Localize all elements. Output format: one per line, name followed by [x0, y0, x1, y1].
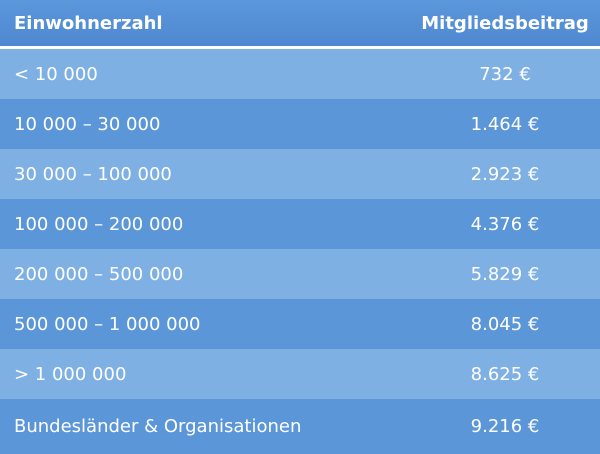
population-cell: 10 000 – 30 000	[14, 113, 161, 135]
fee-cell: 8.045 €	[470, 313, 540, 335]
population-cell: > 1 000 000	[14, 363, 127, 385]
fee-cell: 732 €	[479, 63, 531, 85]
header-divider	[0, 46, 600, 49]
header-membership-fee: Mitgliedsbeitrag	[421, 12, 589, 34]
population-cell: 200 000 – 500 000	[14, 263, 184, 285]
table-row: 100 000 – 200 000 4.376 €	[0, 199, 600, 249]
fee-cell: 8.625 €	[470, 363, 540, 385]
table-header: Einwohnerzahl Mitgliedsbeitrag	[0, 0, 600, 46]
table-row: < 10 000 732 €	[0, 49, 600, 99]
population-cell: < 10 000	[14, 63, 98, 85]
table-row: Bundesländer & Organisationen 9.216 €	[0, 399, 600, 454]
population-cell: 100 000 – 200 000	[14, 213, 184, 235]
fee-cell: 1.464 €	[470, 113, 540, 135]
fee-cell: 9.216 €	[470, 416, 540, 437]
table-row: 10 000 – 30 000 1.464 €	[0, 99, 600, 149]
fee-cell: 2.923 €	[470, 163, 540, 185]
table-row: 500 000 – 1 000 000 8.045 €	[0, 299, 600, 349]
table-row: 30 000 – 100 000 2.923 €	[0, 149, 600, 199]
population-cell: 30 000 – 100 000	[14, 163, 172, 185]
table-row: > 1 000 000 8.625 €	[0, 349, 600, 399]
table-row: 200 000 – 500 000 5.829 €	[0, 249, 600, 299]
population-cell: Bundesländer & Organisationen	[14, 416, 302, 437]
population-cell: 500 000 – 1 000 000	[14, 313, 201, 335]
fee-cell: 4.376 €	[470, 213, 540, 235]
header-population: Einwohnerzahl	[14, 12, 163, 34]
fee-cell: 5.829 €	[470, 263, 540, 285]
